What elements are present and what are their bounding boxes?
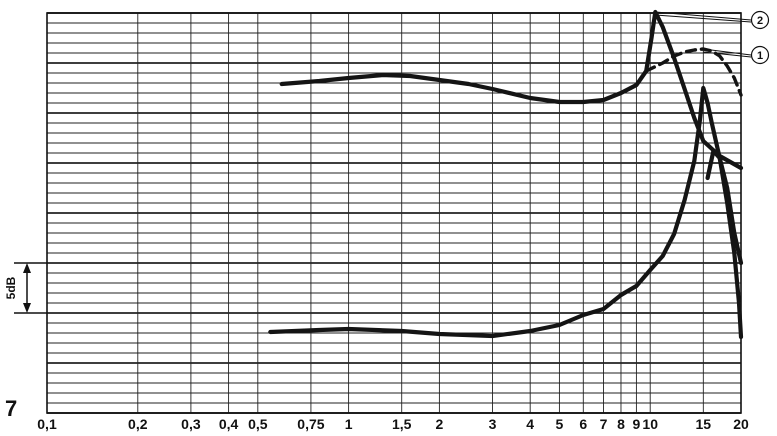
x-tick-label: 0,2 bbox=[128, 416, 148, 432]
chart-frame bbox=[46, 12, 742, 414]
x-tick-label: 0,1 bbox=[37, 416, 57, 432]
x-tick-label: 15 bbox=[696, 416, 712, 432]
series-curve-1 bbox=[644, 47, 743, 97]
x-tick-label: 1 bbox=[345, 416, 353, 432]
series-curve-unlabeled-3 bbox=[705, 148, 744, 266]
x-tick-labels: 0,1 0,2 0,3 0,4 0,5 0,75 1 1,5 2 3 4 5 6 7 8 9 10 15 20 bbox=[37, 416, 749, 432]
x-tick-label: 7 bbox=[600, 416, 608, 432]
callout-number: 1 bbox=[757, 50, 763, 62]
x-tick-label: 4 bbox=[526, 416, 534, 432]
x-tick-label: 2 bbox=[435, 416, 443, 432]
callout-circle bbox=[750, 10, 770, 30]
x-tick-label: 0,5 bbox=[248, 416, 268, 432]
x-tick-label: 8 bbox=[617, 416, 625, 432]
db-scale-bar: 5dB bbox=[4, 262, 47, 314]
callout-circle bbox=[750, 45, 770, 65]
x-tick-label: 9 bbox=[633, 416, 641, 432]
series-curve-2 bbox=[279, 9, 744, 171]
x-tick-label: 10 bbox=[642, 416, 658, 432]
scale-bar-arrow-up bbox=[23, 263, 31, 273]
chart-grid bbox=[46, 12, 742, 414]
figure-label: 7 bbox=[5, 396, 17, 421]
x-tick-label: 6 bbox=[579, 416, 587, 432]
x-tick-label: 20 bbox=[733, 416, 749, 432]
series-curve-unlabeled-2 bbox=[268, 85, 744, 340]
x-tick-label: 1,5 bbox=[392, 416, 412, 432]
plot-border bbox=[46, 12, 742, 414]
x-tick-label: 0,4 bbox=[219, 416, 239, 432]
callout-leader bbox=[703, 48, 752, 56]
scale-bar-arrow-down bbox=[23, 303, 31, 313]
callout-leader bbox=[655, 14, 752, 23]
callout-leader bbox=[655, 11, 752, 21]
x-tick-label: 0,75 bbox=[297, 416, 324, 432]
scale-bar-label: 5dB bbox=[4, 276, 18, 299]
callout-number: 2 bbox=[757, 15, 763, 27]
callout-leader bbox=[703, 51, 752, 58]
x-tick-label: 3 bbox=[489, 416, 497, 432]
chart-series bbox=[268, 9, 744, 340]
x-tick-label: 5 bbox=[556, 416, 564, 432]
x-tick-label: 0,3 bbox=[181, 416, 201, 432]
series-callouts: 21 bbox=[655, 10, 770, 65]
